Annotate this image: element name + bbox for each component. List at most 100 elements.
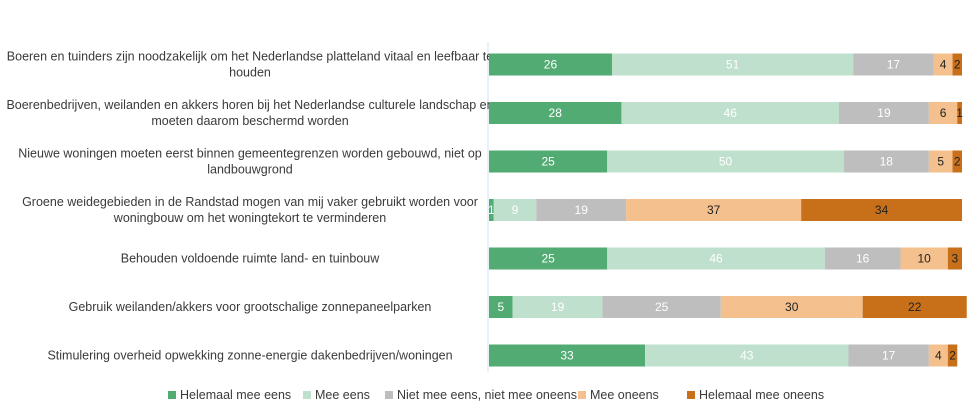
bar-segment [928,102,958,124]
data-label: 2 [949,349,956,363]
bar-segment [489,150,608,173]
data-label: 4 [935,349,942,363]
data-label: 2 [954,58,961,72]
legend-swatch [168,391,176,399]
bar-segment [843,150,929,173]
data-label: 50 [719,155,733,169]
bar-segment [489,199,494,221]
legend-swatch [578,391,586,399]
category-label-line: Nieuwe woningen moeten eerst binnen geme… [18,147,482,161]
category-label: Behouden voldoende ruimte land- en tuinb… [121,252,380,266]
bar-segment [947,344,958,367]
bar-segment [862,296,967,318]
category-label-line: Boerenbedrijven, weilanden en akkers hor… [6,98,493,112]
legend-swatch [385,391,393,399]
data-label: 22 [908,300,922,314]
data-label: 2 [954,155,961,169]
category-label-line: moeten daarom beschermd worden [151,114,348,128]
bar-segment [607,247,825,270]
category-label-line: Groene weidegebieden in de Randstad moge… [22,195,478,209]
category-label-line: Gebruik weilanden/akkers voor grootschal… [69,300,432,314]
bar-segment [489,296,513,318]
data-label: 19 [551,300,565,314]
bar-segment [493,199,537,221]
bar-segment [621,102,840,124]
data-label: 1 [956,106,963,120]
data-label: 28 [549,106,563,120]
bar-segment [536,199,627,221]
bar-segment [611,53,854,76]
data-label: 25 [655,300,669,314]
bar-segment [952,150,962,173]
bar-segment [824,247,901,270]
data-label: 17 [887,58,901,72]
bar-segment [933,53,953,76]
legend-label: Mee eens [315,388,370,402]
data-label: 33 [560,349,574,363]
data-label: 26 [544,58,558,72]
category-label-line: Boeren en tuinders zijn noodzakelijk om … [7,50,493,64]
bar-segment [952,53,962,76]
bar-segment [489,344,646,367]
bar-segment [853,53,934,76]
legend-label: Niet mee eens, niet mee oneens [397,388,577,402]
legend-label: Helemaal mee oneens [699,388,824,402]
data-label: 3 [952,252,959,266]
bar-segment [489,247,608,270]
data-label: 37 [707,203,721,217]
bar-segment [839,102,929,124]
bar-segment [801,199,962,221]
data-label: 18 [880,155,894,169]
data-label: 5 [937,155,944,169]
data-label: 25 [541,252,555,266]
data-label: 51 [726,58,740,72]
data-label: 30 [785,300,799,314]
data-label: 19 [877,106,891,120]
bar-segment [720,296,863,318]
bar-segment [957,102,962,124]
bar-segment [607,150,844,173]
category-label-line: landbouwgrond [207,163,293,177]
category-label: Boeren en tuinders zijn noodzakelijk om … [7,50,493,80]
data-label: 4 [940,58,947,72]
bar-segment [928,344,948,367]
legend-label: Helemaal mee eens [180,388,291,402]
data-label: 6 [940,106,947,120]
bar-segment [928,150,953,173]
bar-segment [900,247,948,270]
bar-segment [602,296,721,318]
category-label-line: houden [229,66,271,80]
data-label: 25 [541,155,555,169]
category-label-line: Stimulering overheid opwekking zonne-ene… [47,349,452,363]
data-label: 1 [488,203,495,217]
data-label: 17 [882,349,896,363]
data-label: 5 [497,300,504,314]
category-label: Groene weidegebieden in de Randstad moge… [22,195,478,225]
data-label: 9 [512,203,519,217]
bar-segment [489,53,612,76]
bar-segment [512,296,603,318]
data-label: 43 [740,349,754,363]
category-label: Nieuwe woningen moeten eerst binnen geme… [18,147,482,177]
legend: Helemaal mee eens Mee eens Niet mee eens, … [168,388,824,402]
data-label: 10 [917,252,931,266]
legend-swatch [687,391,695,399]
category-label: Gebruik weilanden/akkers voor grootschal… [69,300,432,314]
data-label: 16 [856,252,870,266]
legend-label: Mee oneens [590,388,659,402]
bar-segment [947,247,962,270]
data-label: 19 [575,203,589,217]
bar-segment [645,344,849,367]
data-label: 46 [724,106,738,120]
category-label-line: Behouden voldoende ruimte land- en tuinb… [121,252,380,266]
data-label: 46 [709,252,723,266]
legend-swatch [303,391,311,399]
category-label: Stimulering overheid opwekking zonne-ene… [47,349,452,363]
bar-segment [626,199,802,221]
category-label: Boerenbedrijven, weilanden en akkers hor… [6,98,493,128]
bar-segment [848,344,929,367]
category-label-line: woningbouw om het woningtekort te vermin… [113,211,386,225]
data-label: 34 [875,203,889,217]
